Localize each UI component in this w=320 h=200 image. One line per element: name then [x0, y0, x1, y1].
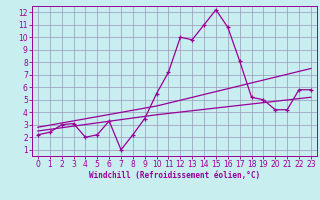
X-axis label: Windchill (Refroidissement éolien,°C): Windchill (Refroidissement éolien,°C) — [89, 171, 260, 180]
